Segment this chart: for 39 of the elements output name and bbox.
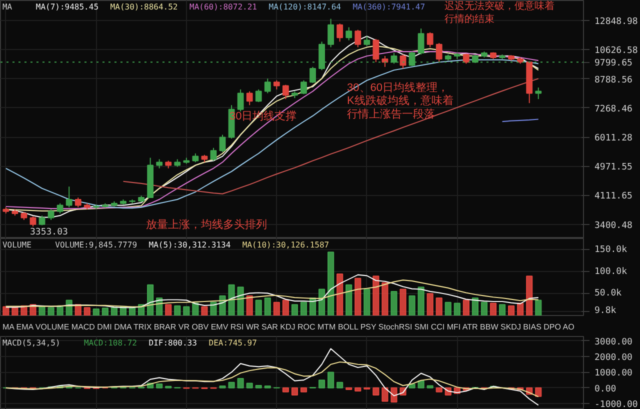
text: MA(60):8072.21 <box>190 2 258 12</box>
y-tick-label: 3000.00 <box>594 337 632 348</box>
y-tick-label: 10626.58 <box>594 46 638 56</box>
y-tick-label: 150.0k <box>594 244 628 255</box>
annotation: 行情上涨告一段落 <box>347 107 436 120</box>
chart-title: MACD(5,34,5) <box>2 338 60 348</box>
y-tick-label: 1000.00 <box>594 368 632 379</box>
text: DIF:800.33 <box>148 338 198 348</box>
chart-title: MA <box>2 2 12 12</box>
annotation: 放量上涨，均线多头排列 <box>146 218 267 231</box>
text: MA(7):9485.45 <box>36 2 99 12</box>
text: MA(10):30,126.1587 <box>242 240 330 250</box>
text: MA(5):30,312.3134 <box>148 240 231 250</box>
y-tick-label: 9.8k <box>594 306 617 316</box>
annotation: 迟迟无法突破，便意味着 <box>444 0 555 12</box>
ref-line-label: 9799.65 <box>594 58 632 69</box>
text: MA EMA VOLUME MACD DMI DMA TRIX BRAR VR OBV EMV RSI WR SAR KDJ ROC MTM BOLL PSY StochRSI SMI CCI MFI ATR BBW SKDJ BIAS DPO AO <box>2 322 574 332</box>
text: MA(120):8147.64 <box>268 2 342 12</box>
y-tick-label: 2000.00 <box>594 353 632 364</box>
y-tick-label: 7268.46 <box>594 104 632 114</box>
y-tick-label: 6011.28 <box>594 134 632 144</box>
y-tick-label: 4111.65 <box>594 192 632 202</box>
y-tick-label: 12848.98 <box>594 17 638 28</box>
y-tick-label: -1000.00 <box>594 400 638 409</box>
y-tick-label: 4971.55 <box>594 162 632 173</box>
text: DEA:745.97 <box>208 338 258 348</box>
y-tick-label: 0.00 <box>594 384 616 394</box>
annotation: 3353.03 <box>30 227 68 238</box>
y-tick-label: 100.0k <box>594 266 628 277</box>
text: MA(360):7941.47 <box>352 2 426 12</box>
chart-title: VOLUME <box>2 240 32 250</box>
annotation: MACD:108.72 <box>84 338 138 348</box>
annotation: 行情的结束 <box>444 13 495 26</box>
annotation: VOLUME:9,845.7779 <box>55 240 138 250</box>
y-tick-label: 50.0k <box>594 288 622 299</box>
y-tick-label: 3400.48 <box>594 220 632 231</box>
annotation: K线跌破均线，意味着 <box>347 94 454 108</box>
text: MA(30):8864.52 <box>110 2 178 12</box>
y-tick-label: 8788.56 <box>594 75 632 86</box>
